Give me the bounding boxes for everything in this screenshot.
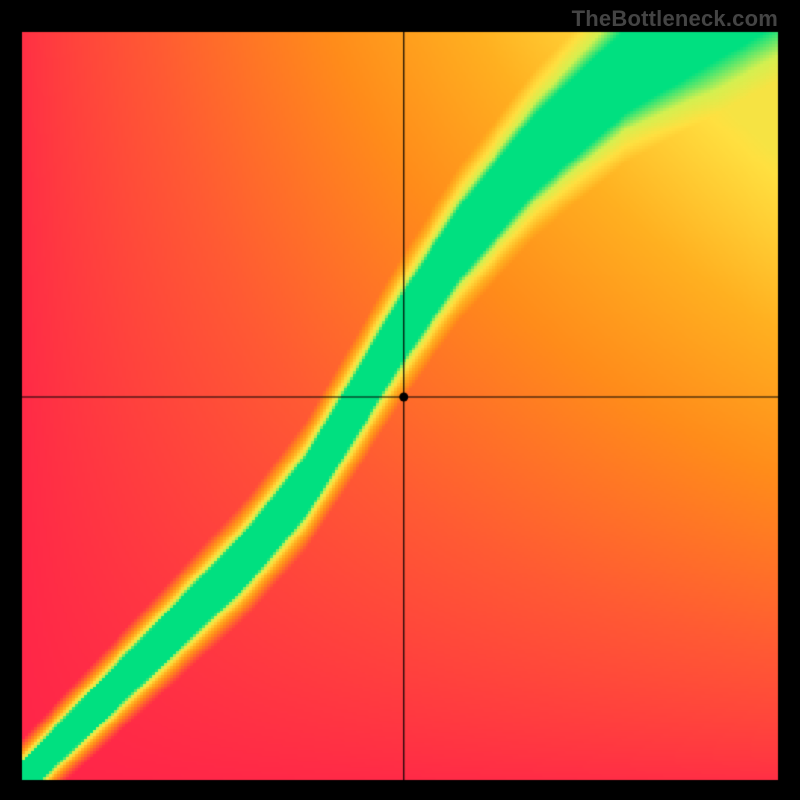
watermark-text: TheBottleneck.com — [572, 6, 778, 32]
chart-container: TheBottleneck.com — [0, 0, 800, 800]
bottleneck-heatmap — [0, 0, 800, 800]
